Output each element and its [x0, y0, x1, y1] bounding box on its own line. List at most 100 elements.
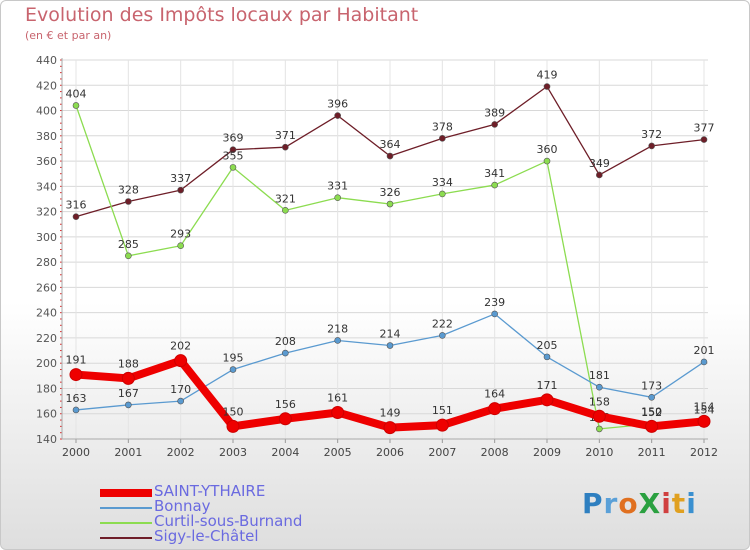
y-tick-label: 360 — [36, 155, 57, 168]
data-point — [125, 252, 132, 260]
data-label: 214 — [380, 328, 401, 341]
chart-subtitle: (en € et par an) — [25, 29, 112, 42]
x-tick-label: 2002 — [167, 446, 195, 459]
data-label: 191 — [66, 354, 87, 367]
x-tick-label: 2006 — [376, 446, 404, 459]
data-label: 341 — [484, 167, 505, 180]
data-label: 218 — [327, 322, 348, 335]
data-point — [229, 164, 237, 171]
data-label: 378 — [432, 120, 453, 133]
data-point — [439, 190, 446, 198]
data-point — [177, 397, 184, 405]
data-point — [282, 349, 289, 357]
x-tick-label: 2011 — [638, 446, 666, 459]
data-point — [491, 121, 498, 128]
data-point — [125, 198, 132, 205]
data-label: 331 — [327, 180, 348, 193]
data-point — [386, 152, 394, 160]
data-point — [125, 401, 132, 409]
data-label: 328 — [118, 183, 139, 196]
data-point — [72, 406, 80, 414]
data-label: 195 — [223, 352, 244, 365]
data-point — [435, 418, 449, 432]
data-point — [282, 143, 289, 151]
data-label: 208 — [275, 335, 296, 348]
logo-letter: i — [686, 487, 697, 520]
y-tick-label: 220 — [36, 332, 57, 345]
data-label: 377 — [694, 122, 715, 135]
legend-swatch — [100, 522, 152, 524]
data-label: 239 — [484, 296, 505, 309]
data-label: 334 — [432, 176, 453, 189]
data-point — [278, 412, 292, 426]
data-point — [596, 425, 603, 433]
data-label: 293 — [170, 228, 191, 241]
data-label: 419 — [537, 69, 558, 82]
data-point — [386, 342, 394, 349]
data-label: 167 — [118, 387, 139, 400]
legend-swatch — [100, 537, 152, 539]
x-tick-label: 2008 — [481, 446, 509, 459]
data-point — [491, 181, 498, 189]
data-label: 151 — [432, 404, 453, 417]
legend-swatch — [100, 507, 152, 509]
data-label: 364 — [380, 138, 401, 151]
data-label: 201 — [694, 344, 715, 357]
data-point — [282, 207, 289, 214]
data-label: 158 — [589, 395, 610, 408]
logo-letter: P — [582, 487, 604, 520]
logo-letter: X — [638, 487, 662, 520]
data-point — [229, 146, 237, 153]
data-label: 164 — [484, 388, 505, 401]
data-point — [334, 112, 341, 119]
y-tick-label: 280 — [36, 256, 57, 269]
data-label: 205 — [537, 339, 558, 352]
x-tick-label: 2010 — [585, 446, 613, 459]
logo-letter: o — [618, 487, 639, 520]
data-point — [543, 353, 551, 361]
data-label: 154 — [694, 400, 715, 413]
data-point — [439, 332, 446, 339]
data-label: 316 — [66, 199, 87, 212]
data-point — [596, 171, 603, 179]
x-tick-label: 2001 — [114, 446, 142, 459]
data-point — [700, 358, 708, 366]
y-tick-label: 200 — [36, 357, 57, 370]
proxiti-logo: ProXiti — [582, 487, 697, 520]
y-tick-label: 320 — [36, 206, 57, 219]
data-point — [226, 419, 240, 433]
data-point — [697, 414, 711, 428]
logo-letter: t — [671, 487, 687, 520]
data-label: 326 — [380, 186, 401, 199]
data-point — [69, 368, 83, 382]
chart-title: Evolution des Impôts locaux par Habitant — [25, 4, 419, 26]
data-label: 369 — [223, 132, 244, 145]
data-label: 321 — [275, 192, 296, 205]
data-label: 285 — [118, 238, 139, 251]
logo-letter: i — [661, 487, 672, 520]
y-tick-label: 420 — [36, 79, 57, 92]
data-label: 396 — [327, 98, 348, 111]
data-point — [491, 310, 498, 318]
data-label: 389 — [484, 106, 505, 119]
data-label: 222 — [432, 317, 453, 330]
data-point — [177, 242, 184, 250]
data-label: 181 — [589, 369, 610, 382]
x-tick-label: 2004 — [271, 446, 299, 459]
data-label: 150 — [641, 405, 662, 418]
data-label: 152 — [641, 406, 662, 419]
data-point — [177, 186, 184, 194]
data-label: 173 — [641, 379, 662, 392]
data-point — [334, 337, 341, 344]
data-label: 188 — [118, 357, 139, 370]
data-label: 154 — [694, 403, 715, 416]
data-point — [488, 402, 502, 416]
x-tick-label: 2007 — [428, 446, 456, 459]
logo-letter: r — [603, 487, 619, 520]
x-tick-label: 2012 — [690, 446, 718, 459]
data-point — [383, 421, 397, 435]
data-point — [174, 354, 188, 368]
data-point — [596, 383, 603, 391]
data-point — [540, 393, 554, 407]
